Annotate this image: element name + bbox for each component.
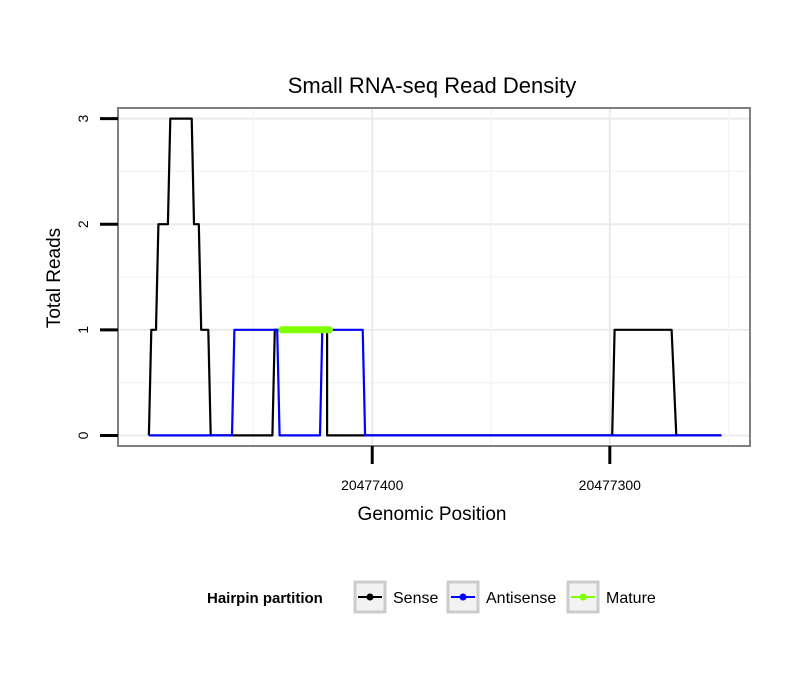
legend-key-point (366, 593, 374, 601)
legend-label-antisense: Antisense (486, 590, 556, 607)
axes: 0 1 2 3 20477400 20477300 (75, 114, 641, 493)
data-series (147, 117, 722, 437)
x-tick-label: 20477400 (341, 477, 404, 493)
legend-label-mature: Mature (606, 590, 656, 607)
legend-items: Sense Antisense Mature (353, 580, 656, 614)
y-tick-label: 2 (75, 220, 91, 228)
x-tick-label: 20477300 (579, 477, 642, 493)
legend-key-point (459, 593, 467, 601)
y-tick-label: 0 (75, 431, 91, 439)
grid-lines (118, 108, 750, 446)
legend-title: Hairpin partition (207, 590, 323, 607)
plot-panel (117, 107, 751, 447)
legend-label-sense: Sense (393, 590, 438, 607)
y-tick-label: 1 (75, 326, 91, 334)
x-axis-title: Genomic Position (358, 504, 507, 525)
legend: Hairpin partition Sense Antisense Mature (207, 580, 656, 614)
chart-title: Small RNA-seq Read Density (288, 73, 577, 98)
y-axis-title: Total Reads (44, 228, 65, 328)
series-line-antisense (148, 328, 722, 437)
y-tick-label: 3 (75, 114, 91, 122)
legend-key-point (579, 593, 587, 601)
